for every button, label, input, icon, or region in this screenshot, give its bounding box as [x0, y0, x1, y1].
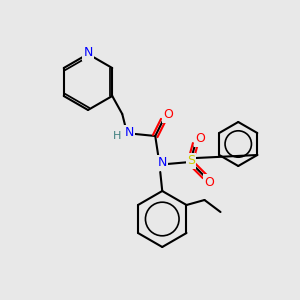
Text: O: O — [163, 109, 173, 122]
Text: O: O — [204, 176, 214, 188]
Text: H: H — [113, 131, 122, 141]
Text: N: N — [124, 127, 134, 140]
Text: N: N — [158, 157, 167, 169]
Text: S: S — [187, 154, 195, 167]
Text: N: N — [83, 46, 93, 59]
Text: O: O — [195, 133, 205, 146]
